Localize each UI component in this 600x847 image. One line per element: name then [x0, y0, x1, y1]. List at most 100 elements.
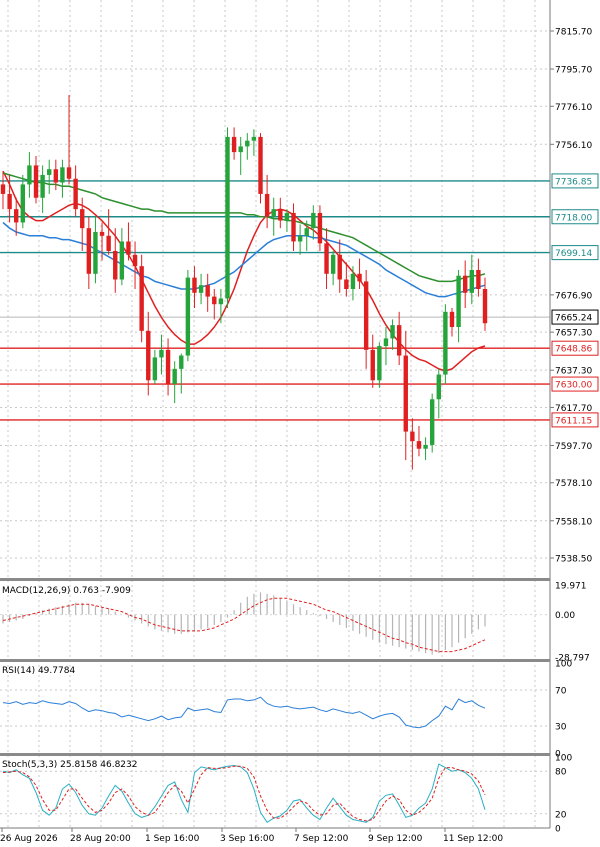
price-tag-label: 7630.00 [555, 381, 592, 391]
candle-body [198, 285, 204, 293]
candle-body [476, 269, 481, 289]
candle-body [304, 228, 309, 236]
candle-body [291, 212, 296, 242]
candle-body [416, 441, 422, 449]
candle-body [53, 169, 59, 183]
candle-body [93, 231, 98, 274]
price-tags: 7736.85 7718.00 7699.14 7665.24 7648.86 7630.… [551, 173, 599, 428]
x-tick-label: 9 Sep 12:00 [368, 834, 423, 844]
candle-body [126, 241, 131, 255]
macd-signal-line [2, 597, 486, 653]
price-tick-label: 7657.30 [555, 329, 592, 339]
rsi-line [2, 696, 486, 729]
candle-body [403, 355, 408, 432]
price-tick-label: 7795.70 [555, 66, 592, 76]
stochastic-label: Stoch(5,3,3) 25.8158 46.8232 [2, 760, 137, 770]
macd-panel [0, 592, 550, 655]
price-tag-label: 7699.14 [555, 249, 592, 259]
moving-average-line [2, 221, 486, 298]
candle-body [238, 146, 243, 153]
candle-body [330, 254, 336, 274]
stoch-tick-label: 80 [555, 768, 567, 778]
candle-body [350, 273, 356, 289]
candle-body [449, 311, 455, 328]
candle-body [324, 243, 329, 274]
candle-body [297, 235, 303, 242]
moving-average-line [2, 170, 486, 372]
x-tick-label: 3 Sep 16:00 [220, 834, 275, 844]
candle-body [357, 273, 362, 282]
candle-body [60, 167, 65, 183]
candle-body [311, 212, 316, 229]
stoch-tick-label: 20 [555, 810, 567, 820]
price-tick-label: 7597.70 [555, 442, 592, 452]
x-tick-label: 7 Sep 12:00 [294, 834, 349, 844]
candle-body [410, 431, 415, 442]
candles [0, 95, 488, 470]
candle-body [159, 349, 164, 358]
candle-body [7, 193, 12, 210]
candle-body [390, 325, 395, 339]
candle-body [192, 277, 197, 293]
price-tag-label: 7648.86 [555, 345, 592, 355]
stoch-tick-label: 100 [555, 754, 572, 764]
candle-body [205, 285, 210, 297]
price-tag-box [551, 376, 599, 392]
candle-body [185, 277, 191, 356]
price-tag-label: 7718.00 [555, 213, 592, 223]
price-tick-label: 7676.90 [555, 291, 592, 301]
price-tag-box [551, 340, 599, 356]
candle-body [14, 209, 19, 223]
candle-body [172, 368, 177, 385]
macd-tick-label: 0.00 [555, 611, 575, 621]
candle-body [396, 325, 402, 356]
candle-body [317, 212, 323, 244]
stochastic-panel [0, 763, 550, 823]
candle-body [86, 228, 92, 274]
price-tag-label: 7736.85 [555, 177, 592, 187]
candle-body [106, 235, 111, 251]
x-tick-label: 28 Aug 20:00 [70, 834, 131, 844]
candle-body [119, 241, 125, 280]
panel-divider-macd [0, 578, 550, 581]
rsi-tick-label: 30 [555, 723, 567, 733]
candle-body [152, 357, 158, 381]
candle-body [179, 355, 184, 369]
candle-body [20, 184, 26, 223]
candle-body [264, 193, 270, 217]
candle-body [225, 136, 230, 299]
candle-body [218, 298, 224, 305]
candle-body [139, 266, 144, 331]
candle-body [278, 209, 283, 221]
price-tick-label: 7617.70 [555, 404, 592, 414]
candle-body [443, 311, 448, 375]
moving-averages [2, 170, 486, 372]
candle-body [73, 178, 78, 210]
candle-body [99, 231, 105, 236]
price-tick-label: 7756.10 [555, 141, 592, 151]
candle-body [469, 269, 474, 293]
price-tag-box [551, 309, 599, 325]
rsi-tick-label: 0 [555, 750, 561, 760]
candle-body [482, 289, 488, 324]
price-tick-label: 7578.10 [555, 479, 592, 489]
price-tick-label: 7776.10 [555, 103, 592, 113]
moving-average-line [2, 172, 486, 283]
macd-tick-label: -28.797 [555, 654, 590, 664]
x-tick-label: 1 Sep 16:00 [145, 834, 200, 844]
macd-tick-label: 19.971 [555, 582, 587, 592]
rsi-label: RSI(14) 49.7784 [2, 666, 75, 676]
price-tag-label: 7611.15 [555, 416, 592, 426]
price-tag-box [551, 173, 599, 189]
candle-body [245, 140, 250, 147]
price-tick-label: 7558.10 [555, 517, 592, 527]
candle-body [271, 209, 276, 217]
panel-divider-stoch [0, 753, 550, 756]
candle-body [370, 349, 375, 381]
price-tick-label: 7815.70 [555, 27, 592, 37]
candle-body [363, 281, 369, 350]
candle-body [33, 165, 39, 198]
x-tick-label: 26 Aug 2026 [0, 834, 58, 844]
candle-body [284, 212, 290, 221]
